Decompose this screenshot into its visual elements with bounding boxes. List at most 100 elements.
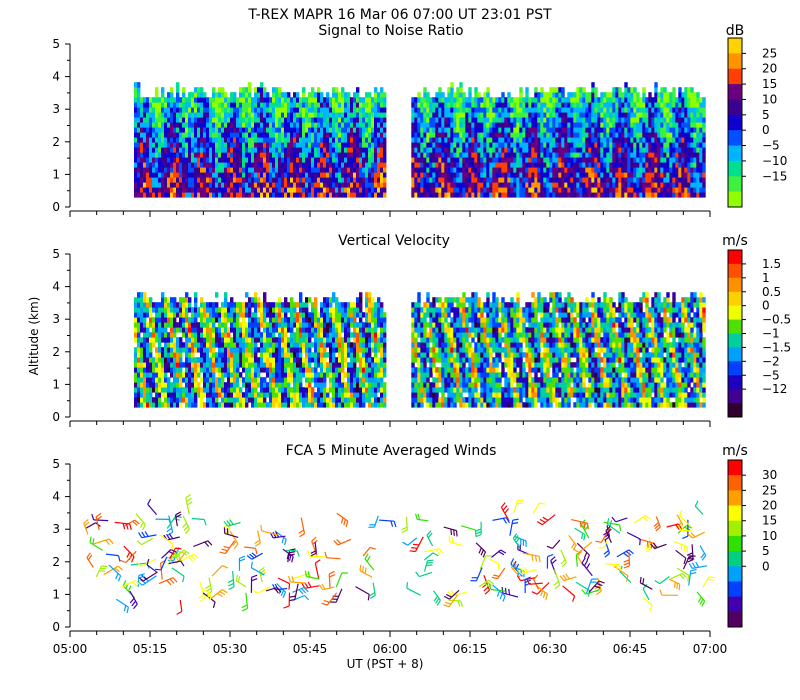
heatmap-cell — [224, 292, 228, 298]
heatmap-cell — [624, 117, 628, 123]
heatmap-cell — [242, 317, 246, 323]
heatmap-cell — [528, 177, 532, 183]
heatmap-cell — [272, 362, 276, 368]
heatmap-cell — [672, 142, 676, 148]
heatmap-cell — [233, 112, 237, 118]
heatmap-cell — [152, 122, 156, 128]
heatmap-cell — [456, 137, 460, 143]
heatmap-cell — [426, 107, 430, 113]
heatmap-cell — [483, 102, 487, 108]
heatmap-cell — [146, 352, 150, 358]
heatmap-cell — [630, 127, 634, 133]
heatmap-cell — [194, 167, 198, 173]
heatmap-cell — [362, 142, 366, 148]
heatmap-cell — [164, 327, 168, 333]
heatmap-cell — [356, 162, 360, 168]
heatmap-cell — [383, 97, 387, 103]
heatmap-cell — [137, 382, 141, 388]
heatmap-cell — [278, 387, 282, 393]
heatmap-cell — [260, 162, 264, 168]
heatmap-cell — [326, 172, 330, 178]
heatmap-cell — [507, 172, 511, 178]
heatmap-cell — [314, 122, 318, 128]
heatmap-cell — [269, 392, 273, 398]
heatmap-cell — [269, 182, 273, 188]
heatmap-cell — [200, 392, 204, 398]
heatmap-cell — [513, 147, 517, 153]
heatmap-cell — [215, 187, 219, 193]
heatmap-cell — [426, 127, 430, 133]
heatmap-cell — [459, 92, 463, 98]
heatmap-cell — [681, 92, 685, 98]
heatmap-cell — [326, 157, 330, 163]
heatmap-cell — [200, 92, 204, 98]
heatmap-cell — [621, 97, 625, 103]
heatmap-cell — [185, 302, 189, 308]
heatmap-cell — [609, 152, 613, 158]
heatmap-cell — [338, 132, 342, 138]
heatmap-cell — [570, 127, 574, 133]
heatmap-cell — [618, 122, 622, 128]
heatmap-cell — [699, 117, 703, 123]
heatmap-cell — [266, 107, 270, 113]
heatmap-cell — [594, 107, 598, 113]
heatmap-cell — [606, 122, 610, 128]
heatmap-cell — [576, 137, 580, 143]
heatmap-cell — [483, 137, 487, 143]
heatmap-cell — [146, 132, 150, 138]
heatmap-cell — [606, 102, 610, 108]
heatmap-cell — [417, 162, 421, 168]
heatmap-cell — [218, 122, 222, 128]
heatmap-cell — [176, 122, 180, 128]
heatmap-cell — [549, 87, 553, 93]
heatmap-cell — [486, 122, 490, 128]
heatmap-cell — [326, 187, 330, 193]
heatmap-cell — [191, 327, 195, 333]
heatmap-cell — [302, 112, 306, 118]
heatmap-cell — [693, 167, 697, 173]
heatmap-cell — [143, 122, 147, 128]
heatmap-cell — [146, 367, 150, 373]
heatmap-cell — [317, 157, 321, 163]
heatmap-cell — [239, 157, 243, 163]
heatmap-cell — [489, 132, 493, 138]
heatmap-cell — [429, 132, 433, 138]
heatmap-cell — [690, 152, 694, 158]
heatmap-cell — [513, 122, 517, 128]
heatmap-cell — [236, 362, 240, 368]
heatmap-cell — [218, 102, 222, 108]
heatmap-cell — [549, 112, 553, 118]
heatmap-cell — [350, 192, 354, 198]
heatmap-cell — [176, 137, 180, 143]
heatmap-cell — [534, 87, 538, 93]
heatmap-cell — [359, 132, 363, 138]
heatmap-cell — [236, 322, 240, 328]
heatmap-cell — [600, 97, 604, 103]
heatmap-cell — [555, 112, 559, 118]
heatmap-cell — [630, 177, 634, 183]
heatmap-cell — [531, 137, 535, 143]
heatmap-cell — [435, 187, 439, 193]
heatmap-cell — [164, 377, 168, 383]
heatmap-cell — [453, 147, 457, 153]
heatmap-cell — [164, 357, 168, 363]
heatmap-cell — [188, 152, 192, 158]
heatmap-cell — [251, 312, 255, 318]
heatmap-cell — [197, 187, 201, 193]
heatmap-cell — [317, 182, 321, 188]
heatmap-cell — [471, 172, 475, 178]
heatmap-cell — [693, 157, 697, 163]
heatmap-cell — [293, 112, 297, 118]
heatmap-cell — [314, 187, 318, 193]
heatmap-cell — [206, 112, 210, 118]
heatmap-cell — [666, 97, 670, 103]
heatmap-cell — [173, 127, 177, 133]
heatmap-cell — [588, 122, 592, 128]
heatmap-cell — [374, 112, 378, 118]
heatmap-cell — [158, 337, 162, 343]
heatmap-cell — [224, 337, 228, 343]
heatmap-cell — [597, 132, 601, 138]
heatmap-cell — [663, 187, 667, 193]
heatmap-cell — [218, 157, 222, 163]
heatmap-cell — [290, 107, 294, 113]
